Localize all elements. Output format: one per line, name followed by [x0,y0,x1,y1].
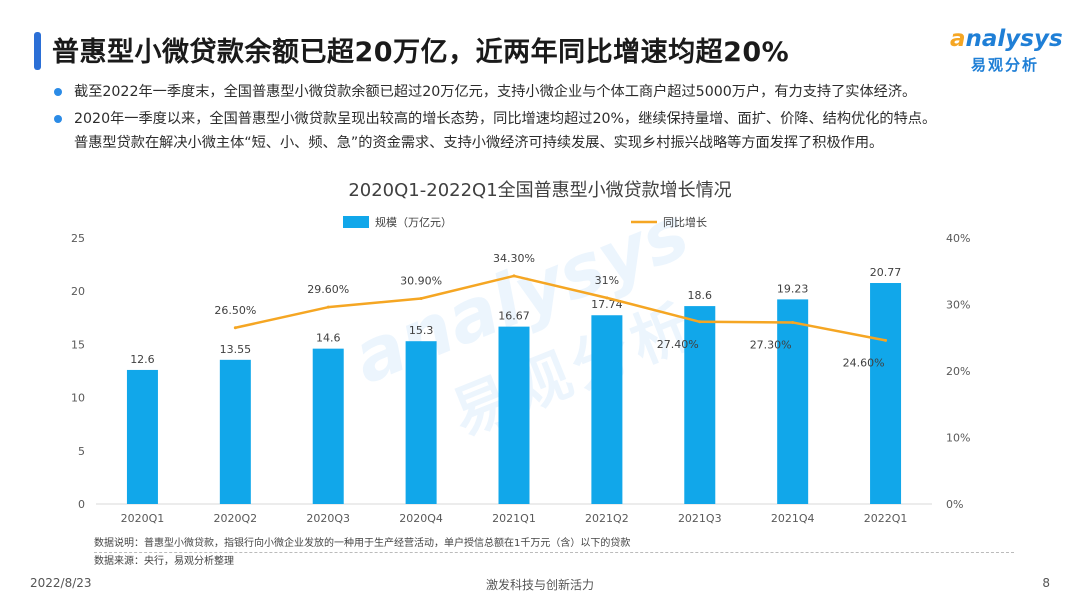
y-right-tick-label: 0% [946,498,963,511]
line-point [605,296,609,300]
line-point [791,320,795,324]
line-point [698,320,702,324]
title-accent-bar [34,32,41,70]
data-source: 数据来源：央行，易观分析整理 [94,556,234,567]
bullet-item: 截至2022年一季度末，全国普惠型小微贷款余额已超过20万亿元，支持小微企业与个… [52,80,1052,104]
footer-slogan: 激发科技与创新活力 [485,578,594,592]
bar-data-label: 15.3 [409,324,434,337]
line-point [233,326,237,330]
bar-data-label: 12.6 [130,353,155,366]
x-tick-label: 2021Q2 [585,512,629,525]
bar-data-label: 18.6 [688,289,713,302]
y-left-tick-label: 20 [71,285,85,298]
logo-wordmark: analysys [950,26,1063,52]
line-series-path [235,274,886,342]
notes: 数据说明：普惠型小微贷款，指银行向小微企业发放的一种用于生产经营活动，单户授信总… [94,535,1014,570]
x-tick-label: 2020Q3 [306,512,350,525]
y-left-tick-label: 15 [71,338,85,351]
logo-wordmark-rest: nalysys [965,26,1063,52]
line-point [326,305,330,309]
x-tick-label: 2021Q1 [492,512,536,525]
line-data-label: 30.90% [400,275,442,288]
legend-bar-label: 规模（万亿元） [375,215,452,229]
data-description: 数据说明：普惠型小微贷款，指银行向小微企业发放的一种用于生产经营活动，单户授信总… [94,535,1014,553]
bullet-item: 2020年一季度以来，全国普惠型小微贷款呈现出较高的增长态势，同比增速均超过20… [52,107,1052,155]
logo-chinese: 易观分析 [970,56,1039,74]
x-tick-label: 2020Q2 [214,512,258,525]
line-data-label: 24.60% [843,356,885,369]
y-left-tick-label: 5 [78,445,85,458]
logo-wordmark-lead: a [950,26,966,52]
line-point [419,297,423,301]
line-data-label: 31% [595,274,619,287]
bar [870,283,902,504]
bar-data-label: 17.74 [591,298,623,311]
bullet-list: 截至2022年一季度末，全国普惠型小微贷款余额已超过20万亿元，支持小微企业与个… [52,80,1052,158]
line-point [884,338,888,342]
y-left-tick-label: 10 [71,392,85,405]
x-tick-label: 2021Q3 [678,512,722,525]
line-point [512,274,516,278]
line-data-label: 29.60% [307,283,349,296]
bar [591,315,623,504]
bar [219,359,251,504]
line-data-label: 34.30% [493,252,535,265]
footer-date: 2022/8/23 [30,576,92,590]
bar [126,369,158,504]
bullet-text: 2020年一季度以来，全国普惠型小微贷款呈现出较高的增长态势，同比增速均超过20… [74,111,937,127]
page-number: 8 [1042,576,1050,590]
bar-data-label: 20.77 [870,266,902,279]
bar [312,348,344,504]
x-tick-label: 2020Q1 [121,512,165,525]
bar-data-label: 19.23 [777,282,809,295]
x-tick-label: 2022Q1 [864,512,908,525]
line-data-label: 27.30% [750,338,792,351]
analysys-logo: analysys 易观分析 [950,26,1063,75]
line-data-label: 26.50% [214,304,256,317]
y-right-tick-label: 30% [946,299,970,312]
y-right-tick-label: 40% [946,232,970,245]
legend-bar-swatch [343,216,369,228]
y-left-tick-label: 0 [78,498,85,511]
line-data-label: 27.40% [657,338,699,351]
bar [498,326,530,504]
x-tick-label: 2020Q4 [399,512,443,525]
bar [684,306,716,504]
bar [405,341,437,504]
page-title: 普惠型小微贷款余额已超20万亿，近两年同比增速均超20% [52,37,790,68]
legend-line-label: 同比增长 [663,215,707,229]
bar-data-label: 13.55 [220,343,252,356]
y-right-tick-label: 10% [946,432,970,445]
bar-data-label: 14.6 [316,332,341,345]
bullet-text: 普惠型贷款在解决小微主体“短、小、频、急”的资金需求、支持小微经济可持续发展、实… [74,135,884,151]
bar-data-label: 16.67 [498,310,530,323]
bar [777,299,809,504]
y-left-tick-label: 25 [71,232,85,245]
bullet-text: 截至2022年一季度末，全国普惠型小微贷款余额已超过20万亿元，支持小微企业与个… [74,84,917,100]
x-tick-label: 2021Q4 [771,512,815,525]
y-right-tick-label: 20% [946,365,970,378]
chart-title: 2020Q1-2022Q1全国普惠型小微贷款增长情况 [348,180,732,201]
